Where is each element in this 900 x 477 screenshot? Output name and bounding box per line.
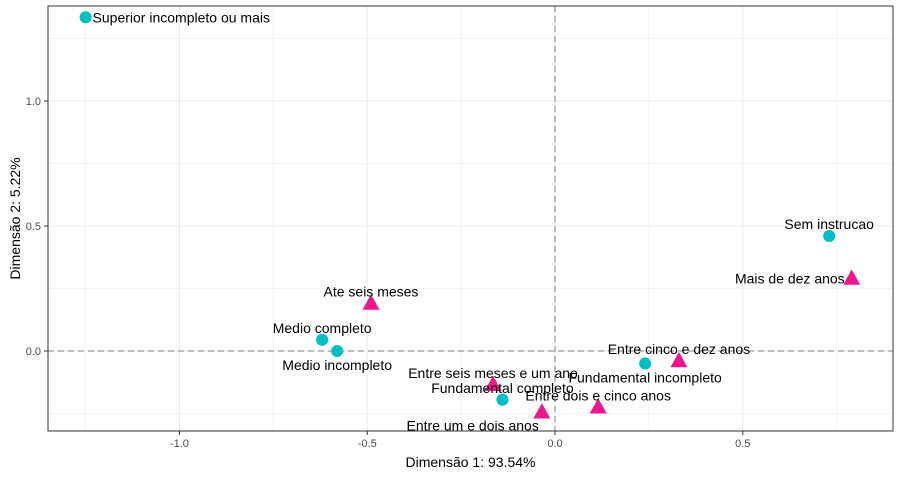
- x-tick-label: 0.5: [735, 438, 750, 450]
- point-circle: [331, 345, 344, 357]
- point-triangle: [670, 352, 688, 368]
- point-label: Fundamental incompleto: [568, 370, 722, 386]
- point-label: Entre dois e cinco anos: [525, 387, 671, 403]
- point-label: Entre seis meses e um ano: [408, 365, 578, 381]
- point-circle: [639, 357, 652, 370]
- point-triangle: [362, 294, 380, 310]
- point-labels: Superior incompleto ou mais Sem instrucao…: [93, 9, 875, 433]
- point-label: Medio incompleto: [282, 357, 392, 373]
- point-label: Superior incompleto ou mais: [93, 9, 270, 25]
- point-label: Sem instrucao: [784, 216, 874, 232]
- x-tick-label: -1.0: [170, 438, 189, 450]
- point-label: Fundamental completo: [431, 380, 574, 396]
- plot-panel-border: [47, 5, 894, 432]
- point-circle: [496, 393, 509, 406]
- x-tick-label: 0.0: [547, 438, 562, 450]
- y-axis-title: Dimensão 2: 5.22%: [7, 157, 23, 279]
- point-triangle: [533, 403, 551, 419]
- y-tick-label: 0.5: [26, 221, 41, 233]
- y-tick-label: 0.0: [26, 346, 41, 358]
- point-label: Entre um e dois anos: [407, 417, 539, 433]
- plot-panel: [48, 6, 893, 431]
- point-label: Ate seis meses: [324, 284, 419, 300]
- point-triangle: [843, 269, 861, 285]
- point-label: Medio completo: [273, 320, 372, 336]
- x-axis-title: Dimensão 1: 93.54%: [406, 454, 536, 470]
- x-tick-label: -0.5: [358, 438, 377, 450]
- point-label: Entre cinco e dez anos: [608, 341, 750, 357]
- point-triangle: [484, 375, 502, 392]
- reference-lines: [48, 6, 893, 431]
- x-axis-ticks: -1.0 -0.5 0.0 0.5: [170, 431, 750, 450]
- point-triangle: [589, 398, 607, 414]
- data-points: [79, 11, 861, 419]
- point-circle: [79, 11, 92, 24]
- point-circle: [823, 230, 836, 242]
- point-label: Mais de dez anos: [735, 271, 845, 287]
- point-circle: [316, 333, 329, 346]
- y-axis-ticks: 0.0 0.5 1.0: [26, 96, 48, 358]
- y-tick-label: 1.0: [26, 96, 41, 108]
